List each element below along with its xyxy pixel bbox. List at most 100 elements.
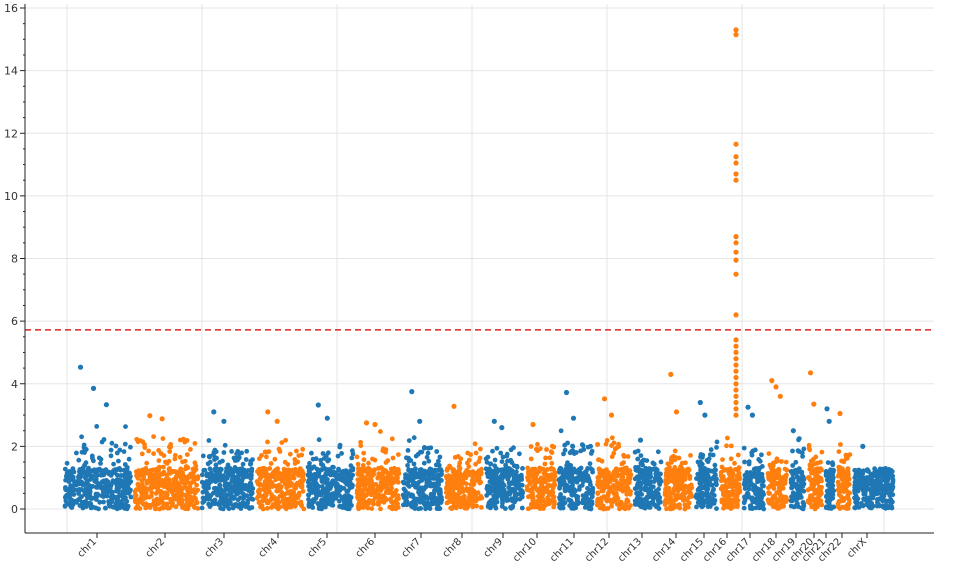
- snp-point: [861, 491, 867, 497]
- snp-point: [835, 479, 841, 485]
- snp-point-peak: [417, 418, 423, 424]
- snp-point: [144, 460, 150, 466]
- snp-point: [639, 467, 644, 473]
- snp-point: [367, 471, 373, 476]
- snp-point: [540, 477, 546, 483]
- snp-point: [366, 460, 371, 466]
- snp-point: [405, 448, 411, 453]
- snp-point: [636, 482, 642, 487]
- snp-point: [390, 476, 396, 482]
- snp-point: [854, 471, 860, 477]
- snp-point: [507, 466, 513, 472]
- snp-point: [494, 445, 500, 451]
- snp-point: [750, 499, 756, 504]
- snp-point: [376, 484, 382, 490]
- snp-point: [307, 487, 313, 493]
- snp-point: [207, 466, 213, 472]
- snp-point: [85, 495, 90, 500]
- snp-point: [846, 481, 852, 487]
- snp-point: [395, 493, 401, 499]
- snp-point: [473, 461, 478, 467]
- snp-point: [810, 497, 816, 503]
- snp-point: [627, 476, 633, 482]
- snp-point: [420, 485, 425, 491]
- snp-point: [550, 485, 556, 491]
- snp-point: [326, 492, 331, 497]
- snp-point: [331, 465, 336, 470]
- snp-point: [194, 500, 200, 505]
- snp-point: [258, 504, 263, 510]
- snp-point: [682, 490, 688, 496]
- snp-point: [635, 448, 641, 454]
- snp-point-peak: [777, 393, 783, 399]
- snp-point: [703, 481, 709, 487]
- snp-point: [746, 486, 752, 492]
- snp-point: [612, 446, 618, 452]
- snp-point: [361, 492, 367, 497]
- snp-point: [432, 467, 438, 473]
- snp-point: [270, 474, 276, 479]
- snp-point: [188, 447, 193, 452]
- snp-point: [395, 501, 400, 507]
- snp-point-peak: [563, 389, 570, 396]
- snp-point: [295, 459, 301, 465]
- snp-point: [766, 451, 772, 456]
- x-tick-label-chromosome: chr7: [400, 536, 424, 560]
- snp-point: [860, 503, 866, 509]
- snp-point: [146, 494, 152, 500]
- snp-point: [325, 450, 331, 456]
- snp-point: [595, 475, 601, 481]
- snp-point: [428, 480, 433, 486]
- snp-point: [603, 441, 609, 447]
- snp-point: [682, 506, 688, 512]
- snp-point: [841, 459, 847, 465]
- snp-point: [132, 489, 138, 494]
- snp-point: [784, 467, 790, 473]
- snp-point: [145, 470, 151, 476]
- snp-point: [846, 476, 852, 482]
- snp-point: [291, 475, 297, 481]
- y-tick-label: 2: [11, 440, 18, 453]
- snp-point: [431, 499, 437, 504]
- snp-point: [345, 488, 351, 494]
- snp-point: [119, 483, 125, 489]
- snp-point: [240, 476, 246, 481]
- snp-point: [177, 454, 183, 460]
- snp-point: [520, 466, 525, 471]
- snp-point: [149, 490, 155, 495]
- snp-point: [390, 455, 396, 461]
- snp-point: [172, 456, 178, 462]
- snp-point: [878, 496, 883, 502]
- snp-point: [819, 502, 825, 508]
- snp-point: [95, 493, 100, 499]
- snp-point: [358, 492, 363, 497]
- snp-point: [567, 503, 572, 508]
- snp-point: [199, 505, 205, 511]
- snp-point: [433, 481, 439, 487]
- snp-point: [479, 505, 484, 510]
- snp-point: [249, 489, 255, 495]
- snp-point: [565, 483, 570, 489]
- snp-point: [418, 491, 423, 497]
- snp-point: [557, 483, 563, 489]
- snp-point: [812, 490, 818, 496]
- snp-point-peak: [608, 412, 615, 418]
- snp-point: [613, 469, 618, 475]
- snp-point: [406, 438, 412, 443]
- snp-point: [116, 458, 121, 464]
- snp-point: [264, 454, 269, 460]
- snp-point: [87, 500, 92, 506]
- snp-point: [621, 452, 626, 458]
- snp-point: [670, 505, 676, 511]
- snp-point: [494, 466, 500, 472]
- snp-point: [687, 490, 693, 495]
- snp-point: [509, 496, 514, 502]
- snp-point: [512, 477, 518, 483]
- snp-point: [135, 503, 141, 509]
- y-tick-label: 6: [11, 315, 18, 328]
- snp-point-peak: [733, 141, 739, 147]
- snp-point: [191, 474, 197, 479]
- snp-point: [149, 485, 155, 491]
- snp-point-peak: [733, 312, 739, 318]
- snp-point: [676, 486, 682, 492]
